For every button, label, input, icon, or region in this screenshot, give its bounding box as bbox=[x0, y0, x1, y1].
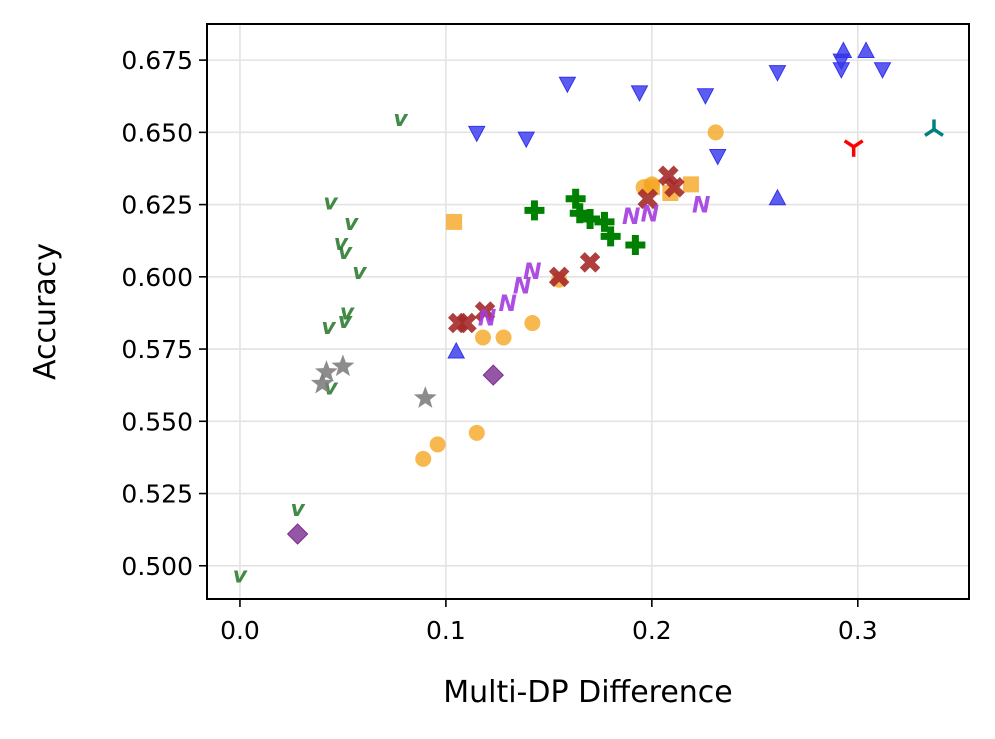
series-plus-green-point bbox=[524, 200, 545, 221]
series-v-green-point: v bbox=[323, 191, 338, 216]
y-tick-label: 0.650 bbox=[121, 118, 193, 147]
series-star-grey-point bbox=[315, 360, 338, 382]
x-tick-label: 0.1 bbox=[426, 616, 466, 645]
series-circle-orange-point bbox=[474, 329, 491, 346]
series-square-orange-point bbox=[643, 179, 660, 196]
y-tick-label: 0.575 bbox=[121, 335, 193, 364]
series-v-green-point: v bbox=[338, 309, 353, 334]
y-tick-label: 0.525 bbox=[121, 480, 193, 509]
series-x-darkred-point-shape bbox=[548, 266, 570, 288]
series-plus-green-point bbox=[569, 203, 590, 224]
y-tick-label: 0.625 bbox=[121, 191, 193, 220]
series-x-darkred-point bbox=[456, 312, 477, 334]
series-n-purple-point: N bbox=[622, 205, 640, 230]
y-tick-label: 0.675 bbox=[121, 46, 193, 75]
series-plus-green-point bbox=[625, 235, 646, 256]
series-v-green-point: v bbox=[340, 301, 355, 326]
series-triangle-down-blue-point bbox=[708, 148, 727, 166]
series-circle-orange-point bbox=[707, 124, 724, 141]
series-n-purple-point: N bbox=[513, 274, 531, 299]
series-v-green-point: v bbox=[344, 211, 359, 236]
x-tick-label: 0.0 bbox=[220, 616, 260, 645]
y-axis-title: Accuracy bbox=[28, 243, 63, 380]
plot-frame bbox=[206, 23, 970, 600]
series-n-purple-point: N bbox=[641, 202, 659, 227]
series-plus-green-point bbox=[580, 209, 601, 230]
series-n-purple-point: N bbox=[478, 306, 496, 331]
x-tick-label: 0.2 bbox=[632, 616, 672, 645]
series-circle-orange-point bbox=[415, 450, 432, 467]
series-diamond-purple-point bbox=[482, 364, 504, 386]
y-tick-label: 0.500 bbox=[121, 552, 193, 581]
x-tick-label: 0.3 bbox=[838, 616, 878, 645]
series-tri-down-red-point-arm-right bbox=[852, 139, 864, 149]
series-triangle-down-blue-point bbox=[558, 76, 577, 94]
series-triangle-down-blue-point bbox=[768, 65, 787, 82]
series-v-green-point: v bbox=[334, 231, 349, 256]
series-triangle-up-blue-point bbox=[447, 341, 466, 359]
series-x-darkred-point-shape bbox=[664, 177, 685, 198]
series-circle-orange-point bbox=[468, 424, 485, 441]
series-circle-orange-point bbox=[524, 315, 541, 332]
y-tick-label: 0.550 bbox=[121, 407, 193, 436]
x-axis-title: Multi-DP Difference bbox=[443, 675, 733, 710]
series-plus-green-point bbox=[600, 226, 621, 247]
series-x-darkred-point-shape bbox=[456, 312, 477, 334]
series-v-green-point: v bbox=[338, 240, 353, 265]
series-x-darkred-point-shape bbox=[637, 188, 658, 210]
series-square-orange-point bbox=[682, 176, 699, 193]
series-triangle-up-blue-point bbox=[768, 188, 787, 206]
series-tri-up-teal-point-arm-left bbox=[924, 128, 935, 137]
series-star-grey-point bbox=[310, 371, 334, 394]
y-tick-label: 0.600 bbox=[121, 263, 193, 292]
series-x-darkred-point bbox=[658, 165, 679, 186]
series-n-purple-point: N bbox=[523, 260, 541, 285]
series-triangle-down-blue-point bbox=[467, 125, 486, 143]
series-circle-orange-point bbox=[495, 329, 512, 346]
series-plus-green-point bbox=[565, 188, 586, 209]
series-x-darkred-point-shape bbox=[579, 252, 601, 273]
series-n-purple-point: N bbox=[692, 194, 710, 219]
series-x-darkred-point bbox=[637, 188, 658, 210]
series-x-darkred-point bbox=[474, 301, 496, 322]
series-triangle-up-blue-point bbox=[857, 41, 875, 58]
series-tri-down-red-point-arm-left bbox=[843, 139, 855, 149]
series-v-green-point: v bbox=[352, 260, 367, 285]
series-v-green-point: v bbox=[290, 497, 305, 522]
series-triangle-down-blue-point bbox=[873, 62, 892, 79]
series-v-green-point: v bbox=[233, 563, 248, 588]
series-tri-up-teal-point-arm-right bbox=[933, 128, 944, 137]
series-triangle-up-blue-point bbox=[834, 41, 853, 58]
series-square-orange-point bbox=[446, 213, 463, 230]
series-star-grey-point bbox=[413, 386, 437, 408]
series-x-darkred-point-shape bbox=[658, 165, 679, 186]
series-triangle-down-blue-point bbox=[630, 85, 649, 102]
series-x-darkred-point bbox=[664, 177, 685, 198]
series-plus-green-point bbox=[594, 211, 615, 232]
series-triangle-down-blue-point bbox=[517, 131, 536, 149]
axis-ticks: 0.0 0.1 0.2 0.3 0.500 0.525 0.550 0.575 0.600 0.6… bbox=[121, 46, 877, 645]
series-v-green-point: v bbox=[393, 107, 408, 132]
grid-lines bbox=[207, 24, 969, 599]
series-star-grey-point bbox=[331, 354, 355, 377]
series-tri-down-red-point bbox=[843, 139, 864, 157]
series-x-darkred-point bbox=[579, 252, 601, 273]
series-n-purple-point: N bbox=[498, 292, 516, 317]
series-x-darkred-point bbox=[548, 266, 570, 288]
series-tri-up-teal-point bbox=[924, 119, 944, 137]
series-diamond-purple-point bbox=[286, 523, 309, 545]
series-x-darkred-point-shape bbox=[474, 301, 496, 322]
series-triangle-down-blue-point bbox=[696, 88, 715, 105]
series-circle-orange-point bbox=[429, 436, 446, 453]
series-v-green-point: v bbox=[321, 315, 336, 340]
